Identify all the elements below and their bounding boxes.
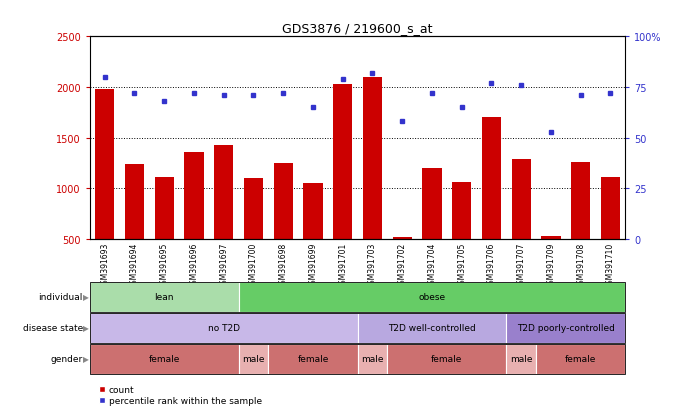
Text: ▶: ▶ xyxy=(82,292,88,301)
Bar xyxy=(214,145,234,290)
Text: ▶: ▶ xyxy=(82,323,88,332)
Bar xyxy=(482,118,501,290)
Bar xyxy=(507,313,625,343)
Bar xyxy=(90,313,358,343)
Bar xyxy=(238,344,268,374)
Bar xyxy=(155,178,174,290)
Bar xyxy=(238,282,625,312)
Bar xyxy=(184,152,204,290)
Text: disease state: disease state xyxy=(23,323,83,332)
Bar xyxy=(358,313,507,343)
Bar xyxy=(95,90,115,290)
Bar xyxy=(600,178,620,290)
Title: GDS3876 / 219600_s_at: GDS3876 / 219600_s_at xyxy=(283,21,433,35)
Bar xyxy=(392,237,412,290)
Bar xyxy=(363,78,382,290)
Text: no T2D: no T2D xyxy=(208,323,240,332)
Text: T2D well-controlled: T2D well-controlled xyxy=(388,323,476,332)
Text: female: female xyxy=(565,354,596,363)
Bar xyxy=(536,344,625,374)
Bar xyxy=(422,169,442,290)
Bar xyxy=(125,165,144,290)
Text: male: male xyxy=(361,354,384,363)
Text: male: male xyxy=(510,354,533,363)
Text: female: female xyxy=(431,354,462,363)
Bar xyxy=(244,179,263,290)
Bar xyxy=(511,159,531,290)
Bar xyxy=(303,184,323,290)
Text: obese: obese xyxy=(419,292,446,301)
Bar xyxy=(452,183,471,290)
Text: ▶: ▶ xyxy=(82,354,88,363)
Text: lean: lean xyxy=(155,292,174,301)
Legend: count, percentile rank within the sample: count, percentile rank within the sample xyxy=(95,382,265,408)
Bar xyxy=(541,237,560,290)
Bar xyxy=(388,344,507,374)
Bar xyxy=(571,163,590,290)
Text: female: female xyxy=(297,354,329,363)
Bar xyxy=(507,344,536,374)
Bar xyxy=(268,344,358,374)
Bar xyxy=(274,164,293,290)
Text: individual: individual xyxy=(39,292,83,301)
Bar xyxy=(90,344,238,374)
Bar xyxy=(90,282,238,312)
Text: T2D poorly-controlled: T2D poorly-controlled xyxy=(517,323,615,332)
Text: gender: gender xyxy=(50,354,83,363)
Bar xyxy=(358,344,388,374)
Text: female: female xyxy=(149,354,180,363)
Bar xyxy=(333,85,352,290)
Text: male: male xyxy=(243,354,265,363)
